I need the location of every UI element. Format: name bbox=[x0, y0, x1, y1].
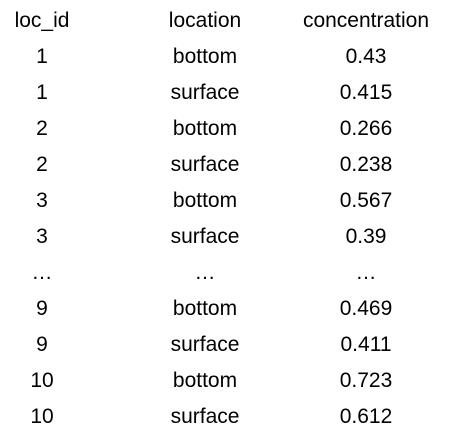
cell-location: bottom bbox=[172, 369, 238, 392]
cell-loc-id: 2 bbox=[36, 117, 48, 140]
cell-loc-id: 10 bbox=[30, 405, 54, 428]
cell-concentration: 0.612 bbox=[339, 405, 393, 428]
cell-location: surface bbox=[170, 333, 240, 356]
cell-location: … bbox=[194, 261, 216, 284]
cell-concentration: 0.411 bbox=[340, 333, 392, 356]
table-row: 2 bottom 0.266 bbox=[0, 111, 449, 147]
cell-concentration: … bbox=[355, 261, 377, 284]
cell-concentration: 0.469 bbox=[339, 297, 393, 320]
cell-loc-id: 1 bbox=[36, 81, 48, 104]
cell-location: bottom bbox=[172, 117, 238, 140]
cell-concentration: 0.723 bbox=[339, 369, 393, 392]
cell-loc-id: 3 bbox=[36, 225, 48, 248]
table-row: 3 surface 0.39 bbox=[0, 219, 449, 255]
cell-location: bottom bbox=[172, 189, 238, 212]
cell-concentration: 0.567 bbox=[339, 189, 393, 212]
cell-loc-id: 9 bbox=[36, 333, 48, 356]
cell-location: surface bbox=[170, 405, 240, 428]
cell-loc-id: 1 bbox=[36, 45, 48, 68]
cell-location: bottom bbox=[172, 297, 238, 320]
cell-loc-id: … bbox=[31, 261, 53, 284]
cell-concentration: 0.415 bbox=[339, 81, 393, 104]
table-row: 9 surface 0.411 bbox=[0, 327, 449, 363]
table-row-ellipsis: … … … bbox=[0, 255, 449, 291]
cell-location: surface bbox=[170, 81, 240, 104]
table-row: 1 bottom 0.43 bbox=[0, 39, 449, 75]
cell-loc-id: 9 bbox=[36, 297, 48, 320]
cell-concentration: 0.238 bbox=[339, 153, 393, 176]
cell-concentration: 0.43 bbox=[345, 45, 387, 68]
header-concentration: concentration bbox=[302, 9, 430, 32]
cell-location: surface bbox=[170, 153, 240, 176]
cell-location: surface bbox=[170, 225, 240, 248]
cell-location: bottom bbox=[172, 45, 238, 68]
cell-loc-id: 2 bbox=[36, 153, 48, 176]
table-row: 10 surface 0.612 bbox=[0, 399, 449, 435]
table-row: 3 bottom 0.567 bbox=[0, 183, 449, 219]
table-row: 9 bottom 0.469 bbox=[0, 291, 449, 327]
table-row: 10 bottom 0.723 bbox=[0, 363, 449, 399]
cell-loc-id: 3 bbox=[36, 189, 48, 212]
header-location: location bbox=[168, 9, 242, 32]
cell-concentration: 0.39 bbox=[345, 225, 387, 248]
table-row: 1 surface 0.415 bbox=[0, 75, 449, 111]
table-row: 2 surface 0.238 bbox=[0, 147, 449, 183]
cell-concentration: 0.266 bbox=[339, 117, 393, 140]
cell-loc-id: 10 bbox=[30, 369, 54, 392]
table-header-row: loc_id location concentration bbox=[0, 3, 449, 39]
header-loc-id: loc_id bbox=[14, 9, 70, 32]
